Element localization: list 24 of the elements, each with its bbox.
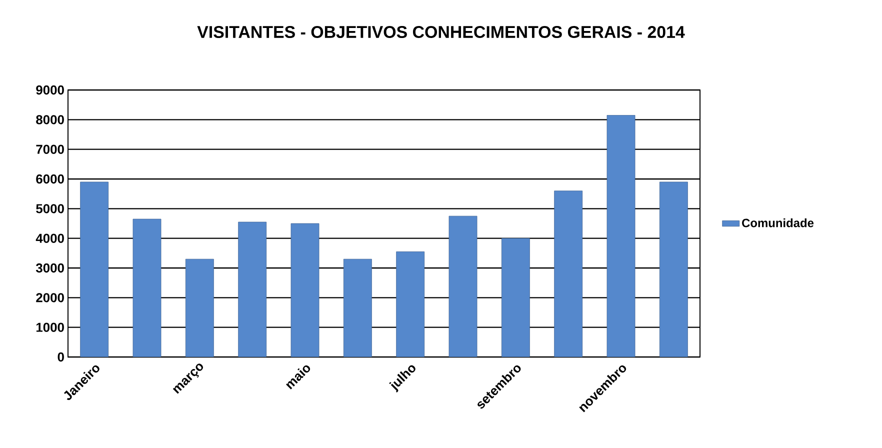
bar [290, 223, 320, 357]
bar [132, 218, 162, 357]
y-tick-label: 8000 [36, 115, 64, 124]
y-tick-label: 1000 [36, 322, 64, 332]
bar [554, 190, 583, 357]
y-tick-label: 6000 [36, 174, 64, 184]
y-tick-label: 5000 [36, 204, 64, 214]
bar [448, 216, 478, 357]
bar [238, 222, 267, 357]
y-tick-label: 0 [58, 352, 64, 362]
bar [659, 182, 688, 357]
bar [343, 258, 372, 357]
y-tick-label: 9000 [36, 85, 64, 95]
y-tick-label: 2000 [36, 293, 64, 302]
y-tick-label: 7000 [36, 144, 64, 154]
bar [396, 251, 425, 357]
y-tick-label: 3000 [36, 263, 64, 273]
chart-title: VISITANTES - OBJETIVOS CONHECIMENTOS GERAIS - 2014 [197, 26, 685, 38]
bar [606, 115, 636, 357]
y-tick-label: 4000 [36, 234, 64, 243]
legend-label: Comunidade [742, 218, 814, 228]
bar [501, 238, 530, 357]
bar [185, 258, 214, 357]
bar [80, 182, 109, 357]
